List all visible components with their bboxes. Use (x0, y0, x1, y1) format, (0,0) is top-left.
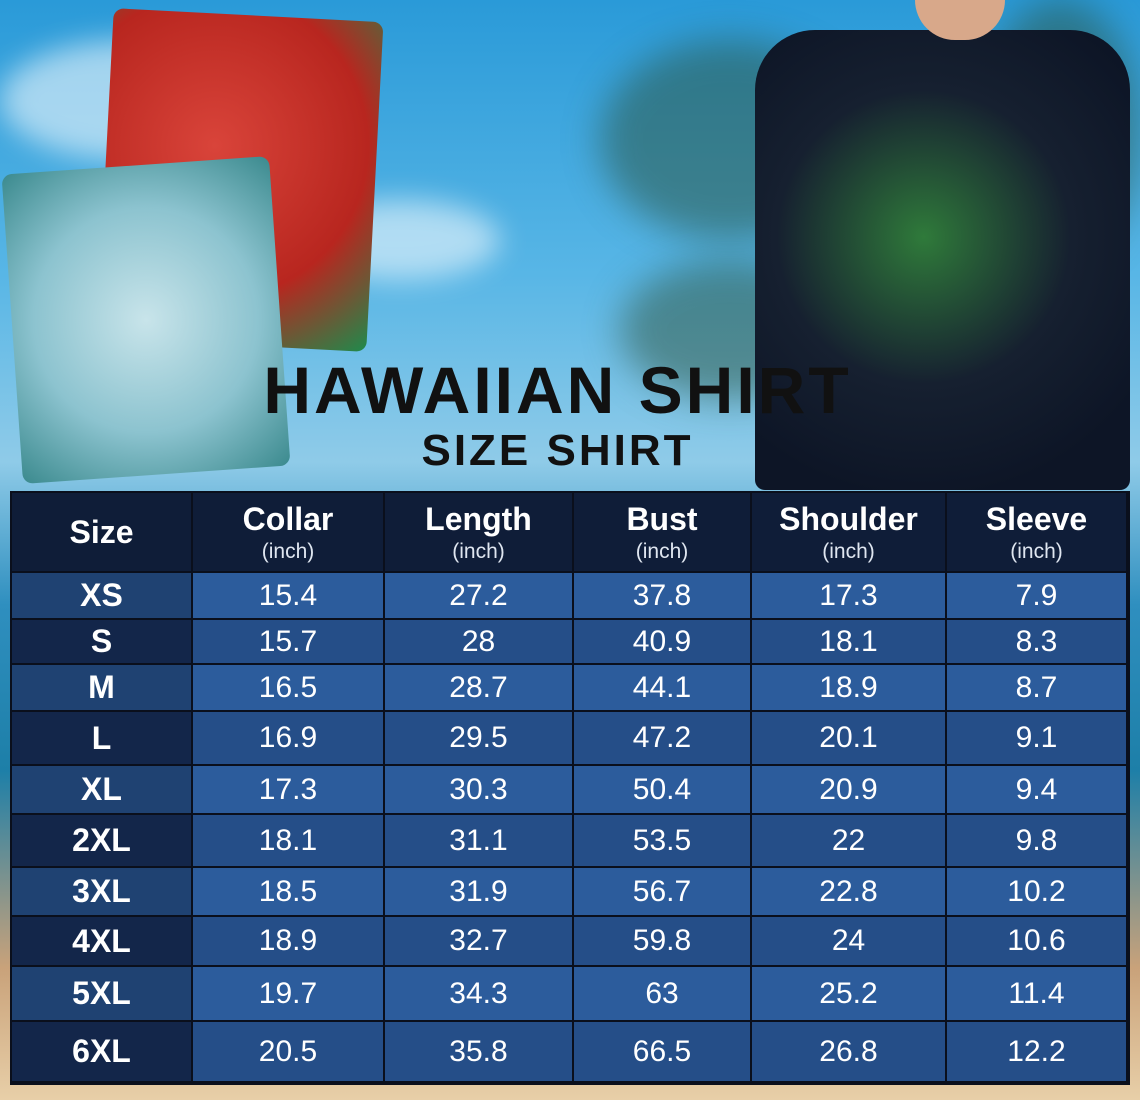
column-header-length: Length (inch) (385, 493, 572, 571)
size-chart-table: Size Collar (inch) Length (inch) Bust (inch) Sh… (10, 491, 1130, 1085)
page-title: HAWAIIAN SHIRT (263, 353, 852, 427)
column-header-label: Collar (242, 500, 334, 537)
column-header-unit: (inch) (822, 539, 875, 563)
measurement-cell: 12.2 (947, 1022, 1126, 1081)
column-header-label: Sleeve (985, 500, 1088, 537)
measurement-cell: 18.9 (752, 665, 945, 710)
measurement-cell: 19.7 (193, 967, 383, 1020)
measurement-cell: 16.9 (193, 712, 383, 764)
measurement-cell: 24 (752, 917, 945, 965)
measurement-cell: 27.2 (385, 573, 572, 618)
column-header-label: Size (69, 513, 134, 550)
measurement-cell: 17.3 (193, 766, 383, 813)
column-header-bust: Bust (inch) (574, 493, 750, 571)
measurement-cell: 18.9 (193, 917, 383, 965)
column-header-unit: (inch) (452, 539, 505, 563)
column-header-collar: Collar (inch) (193, 493, 383, 571)
size-label-cell: XS (12, 573, 191, 618)
measurement-cell: 44.1 (574, 665, 750, 710)
measurement-cell: 20.5 (193, 1022, 383, 1081)
size-label-cell: S (12, 620, 191, 663)
measurement-cell: 16.5 (193, 665, 383, 710)
column-header-label: Shoulder (779, 500, 918, 537)
measurement-cell: 11.4 (947, 967, 1126, 1020)
measurement-cell: 18.1 (752, 620, 945, 663)
size-label-cell: XL (12, 766, 191, 813)
column-header-unit: (inch) (635, 539, 689, 563)
measurement-cell: 50.4 (574, 766, 750, 813)
measurement-cell: 8.7 (947, 665, 1126, 710)
measurement-cell: 59.8 (574, 917, 750, 965)
size-label-cell: M (12, 665, 191, 710)
size-label-cell: 5XL (12, 967, 191, 1020)
measurement-cell: 28 (385, 620, 572, 663)
measurement-cell: 20.1 (752, 712, 945, 764)
measurement-cell: 32.7 (385, 917, 572, 965)
measurement-cell: 53.5 (574, 815, 750, 866)
measurement-cell: 22.8 (752, 868, 945, 915)
measurement-cell: 35.8 (385, 1022, 572, 1081)
measurement-cell: 29.5 (385, 712, 572, 764)
measurement-cell: 9.8 (947, 815, 1126, 866)
column-header-label: Bust (626, 500, 698, 537)
measurement-cell: 66.5 (574, 1022, 750, 1081)
measurement-cell: 28.7 (385, 665, 572, 710)
measurement-cell: 20.9 (752, 766, 945, 813)
measurement-cell: 31.1 (385, 815, 572, 866)
measurement-cell: 10.2 (947, 868, 1126, 915)
measurement-cell: 25.2 (752, 967, 945, 1020)
column-header-sleeve: Sleeve (inch) (947, 493, 1126, 571)
measurement-cell: 15.4 (193, 573, 383, 618)
measurement-cell: 47.2 (574, 712, 750, 764)
measurement-cell: 26.8 (752, 1022, 945, 1081)
column-header-size: Size (12, 493, 191, 571)
measurement-cell: 63 (574, 967, 750, 1020)
measurement-cell: 37.8 (574, 573, 750, 618)
size-label-cell: L (12, 712, 191, 764)
measurement-cell: 18.1 (193, 815, 383, 866)
measurement-cell: 30.3 (385, 766, 572, 813)
measurement-cell: 10.6 (947, 917, 1126, 965)
size-label-cell: 2XL (12, 815, 191, 866)
page-subtitle: SIZE SHIRT (421, 426, 694, 475)
measurement-cell: 17.3 (752, 573, 945, 618)
column-header-unit: (inch) (1010, 539, 1063, 563)
measurement-cell: 7.9 (947, 573, 1126, 618)
size-label-cell: 4XL (12, 917, 191, 965)
measurement-cell: 31.9 (385, 868, 572, 915)
measurement-cell: 9.1 (947, 712, 1126, 764)
size-label-cell: 6XL (12, 1022, 191, 1081)
measurement-cell: 56.7 (574, 868, 750, 915)
measurement-cell: 22 (752, 815, 945, 866)
column-header-label: Length (425, 500, 532, 537)
measurement-cell: 15.7 (193, 620, 383, 663)
column-header-unit: (inch) (261, 539, 315, 563)
measurement-cell: 40.9 (574, 620, 750, 663)
model-flamingo-shirt-image (755, 30, 1130, 490)
measurement-cell: 9.4 (947, 766, 1126, 813)
measurement-cell: 34.3 (385, 967, 572, 1020)
size-label-cell: 3XL (12, 868, 191, 915)
measurement-cell: 18.5 (193, 868, 383, 915)
column-header-shoulder: Shoulder (inch) (752, 493, 945, 571)
measurement-cell: 8.3 (947, 620, 1126, 663)
